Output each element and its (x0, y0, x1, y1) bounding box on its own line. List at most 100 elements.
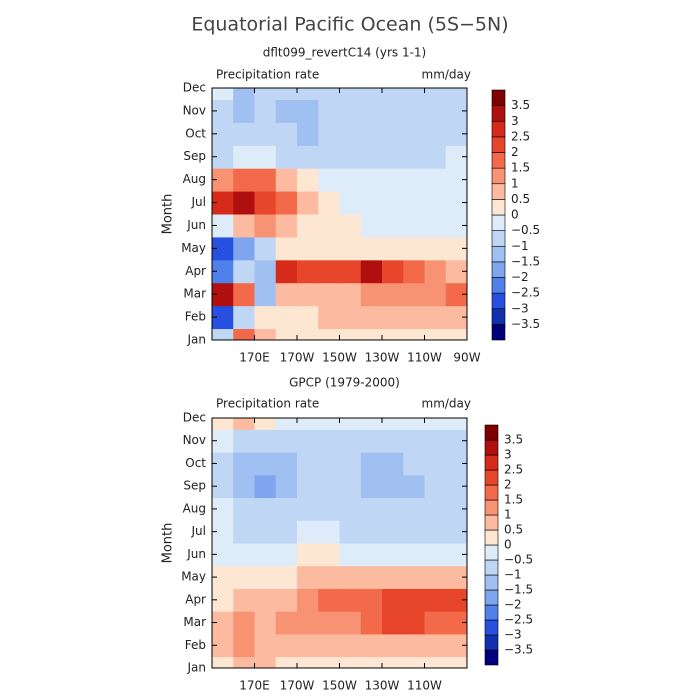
colorbar-label: −1 (511, 239, 529, 253)
cell (424, 565, 447, 589)
cell (382, 418, 404, 430)
cell (275, 214, 298, 238)
cell (360, 99, 383, 123)
cell (424, 497, 447, 521)
colorbar-box (484, 424, 499, 441)
cell (318, 236, 340, 261)
cell (339, 474, 362, 499)
cell (403, 474, 425, 499)
cell (254, 565, 277, 589)
cell (445, 99, 467, 123)
cell (297, 633, 319, 658)
colorbar-label: 1.5 (511, 161, 530, 175)
cell (382, 282, 404, 307)
cell (233, 145, 255, 169)
cell (339, 305, 362, 330)
colorbar-box (484, 484, 499, 501)
cell (339, 418, 362, 430)
cell (403, 259, 425, 284)
x-tick-label: 150W (322, 679, 357, 693)
cell (382, 88, 404, 100)
cell (233, 520, 255, 544)
cell (382, 99, 404, 123)
cell (403, 452, 425, 476)
cell (424, 305, 447, 330)
y-tick-label: May (181, 241, 206, 255)
cell (297, 418, 319, 430)
cell (212, 122, 234, 146)
cell (275, 282, 298, 307)
cell (339, 88, 362, 100)
field-label: Precipitation rate (216, 397, 319, 411)
page-title: Equatorial Pacific Ocean (5S−5N) (191, 14, 508, 36)
cell (424, 122, 447, 146)
cell (424, 633, 447, 658)
cell (212, 543, 234, 567)
cell (382, 145, 404, 169)
cell (233, 88, 255, 100)
cell (275, 565, 298, 589)
cell (318, 497, 340, 521)
cell (339, 259, 362, 284)
cell (424, 520, 447, 544)
colorbar-box (491, 105, 506, 122)
cell (212, 418, 234, 430)
cell (339, 633, 362, 658)
colorbar-label: 3 (504, 448, 512, 462)
y-tick-label: Dec (183, 81, 206, 95)
colorbar-label: 0.5 (504, 523, 523, 537)
cell (424, 611, 447, 635)
cell (254, 122, 277, 146)
cell (382, 497, 404, 521)
y-tick-label: Jan (187, 333, 207, 347)
cell (360, 656, 383, 668)
cell (275, 145, 298, 169)
cell (403, 214, 425, 238)
cell (254, 191, 277, 215)
colorbar-label: 2 (511, 145, 519, 159)
cell (254, 429, 277, 453)
cell (297, 565, 319, 589)
cell (360, 282, 383, 307)
x-tick-label: 130W (365, 351, 400, 365)
field (212, 418, 467, 668)
cell (445, 418, 467, 430)
cell (233, 543, 255, 567)
cell (318, 259, 340, 284)
cell (360, 236, 383, 261)
cell (360, 88, 383, 100)
cell (424, 145, 447, 169)
x-tick-label: 170W (280, 351, 315, 365)
cell (212, 168, 234, 192)
cell (424, 99, 447, 123)
colorbar-label: 2.5 (511, 129, 530, 143)
x-tick-label: 110W (407, 679, 442, 693)
cell (445, 429, 467, 453)
colorbar-label: 3.5 (504, 433, 523, 447)
cell (360, 429, 383, 453)
cell (254, 497, 277, 521)
cell (382, 328, 404, 340)
cell (382, 633, 404, 658)
cell (212, 236, 234, 261)
cell (403, 88, 425, 100)
cell (403, 328, 425, 340)
cell (403, 282, 425, 307)
cell (254, 88, 277, 100)
cell (382, 191, 404, 215)
cell (360, 543, 383, 567)
cell (254, 588, 277, 612)
cell (275, 418, 298, 430)
cell (360, 474, 383, 499)
cell (339, 236, 362, 261)
y-tick-label: Mar (183, 615, 206, 629)
y-tick-label: Aug (183, 172, 206, 186)
cell (445, 452, 467, 476)
y-axis-label: Month (161, 194, 176, 235)
cell (339, 565, 362, 589)
colorbar-label: −2.5 (511, 286, 540, 300)
cell (297, 543, 319, 567)
cell (275, 543, 298, 567)
colorbar-label: 1 (511, 176, 519, 190)
cell (233, 633, 255, 658)
